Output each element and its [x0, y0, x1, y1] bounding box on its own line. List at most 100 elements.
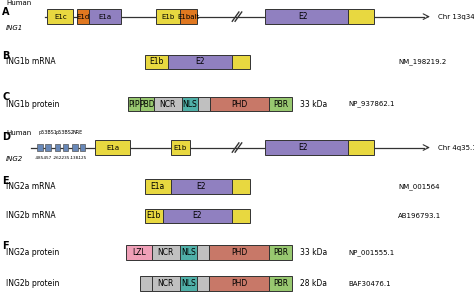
Bar	[180, 9, 197, 24]
Bar	[269, 97, 292, 111]
Bar	[171, 179, 232, 194]
Text: PHD: PHD	[231, 279, 247, 288]
Text: E1b: E1b	[162, 14, 175, 20]
Bar	[47, 9, 73, 24]
Bar	[145, 55, 168, 69]
Text: E: E	[2, 176, 9, 185]
Bar	[152, 276, 180, 291]
Bar	[63, 144, 68, 151]
Bar	[72, 144, 78, 151]
Text: E2: E2	[192, 211, 202, 221]
Text: p53BS1: p53BS1	[38, 130, 57, 135]
Bar	[37, 144, 43, 151]
Text: E2: E2	[299, 12, 308, 21]
Text: p53BS2: p53BS2	[55, 130, 74, 135]
Text: 28 kDa: 28 kDa	[300, 279, 327, 288]
Text: -457: -457	[43, 156, 53, 160]
Bar	[197, 276, 209, 291]
Bar	[89, 9, 121, 24]
Bar	[265, 140, 348, 155]
Bar	[348, 9, 374, 24]
Bar	[55, 144, 60, 151]
Text: NM_198219.2: NM_198219.2	[398, 59, 447, 65]
Text: E1b: E1b	[146, 211, 161, 221]
Bar	[45, 144, 51, 151]
Bar	[140, 97, 154, 111]
Bar	[197, 245, 209, 260]
Bar	[209, 245, 269, 260]
Text: PIP: PIP	[128, 99, 140, 109]
Text: PHD: PHD	[231, 248, 247, 257]
Text: 33 kDa: 33 kDa	[300, 248, 327, 257]
Bar	[145, 209, 163, 223]
Bar	[265, 9, 348, 24]
Text: A: A	[2, 7, 10, 17]
Text: NCR: NCR	[160, 99, 176, 109]
Text: C: C	[2, 92, 9, 102]
Text: NLS: NLS	[182, 99, 197, 109]
Bar	[171, 140, 190, 155]
Text: NP_001555.1: NP_001555.1	[348, 249, 395, 256]
Text: ING2b mRNA: ING2b mRNA	[6, 211, 56, 221]
Bar	[154, 97, 182, 111]
Bar	[180, 245, 197, 260]
Text: E1balt: E1balt	[177, 14, 200, 20]
Text: -125: -125	[78, 156, 87, 160]
Bar	[269, 276, 292, 291]
Bar	[163, 209, 232, 223]
Text: Human: Human	[6, 131, 31, 136]
Bar	[232, 209, 250, 223]
Bar	[269, 245, 292, 260]
Text: PBR: PBR	[273, 248, 288, 257]
Text: AB196793.1: AB196793.1	[398, 213, 441, 219]
Text: NCR: NCR	[158, 248, 174, 257]
Bar	[152, 245, 180, 260]
Text: PBD: PBD	[139, 99, 155, 109]
Bar	[180, 276, 197, 291]
Text: E1a: E1a	[106, 144, 119, 151]
Text: PBR: PBR	[273, 279, 288, 288]
Bar	[168, 55, 232, 69]
Text: BAF30476.1: BAF30476.1	[348, 281, 391, 287]
Text: E1b: E1b	[173, 144, 187, 151]
Text: E2: E2	[197, 182, 206, 191]
Text: NCR: NCR	[158, 279, 174, 288]
Text: ING1b mRNA: ING1b mRNA	[6, 57, 56, 67]
Text: NP_937862.1: NP_937862.1	[348, 101, 395, 107]
Text: E1c: E1c	[54, 14, 67, 20]
Text: ING2a protein: ING2a protein	[6, 248, 59, 257]
Bar	[145, 179, 171, 194]
Text: NRE: NRE	[73, 130, 83, 135]
Text: NLS: NLS	[181, 279, 196, 288]
Bar	[126, 245, 152, 260]
Text: F: F	[2, 241, 9, 251]
Bar	[209, 276, 269, 291]
Text: ING1b protein: ING1b protein	[6, 99, 60, 109]
Bar	[80, 144, 85, 151]
Bar	[232, 55, 250, 69]
Text: NM_001564: NM_001564	[398, 183, 440, 190]
Text: Human: Human	[6, 0, 31, 6]
Bar	[156, 9, 180, 24]
Text: -262: -262	[53, 156, 62, 160]
Text: E2: E2	[299, 143, 308, 152]
Text: B: B	[2, 51, 10, 61]
Bar	[232, 179, 250, 194]
Text: -235: -235	[61, 156, 70, 160]
Bar	[210, 97, 269, 111]
Bar	[95, 140, 130, 155]
Text: PBR: PBR	[273, 99, 288, 109]
Text: E2: E2	[195, 57, 205, 67]
Text: ING2b protein: ING2b protein	[6, 279, 60, 288]
Text: E1d: E1d	[77, 14, 90, 20]
Text: ING2a mRNA: ING2a mRNA	[6, 182, 55, 191]
Bar	[77, 9, 89, 24]
Bar	[128, 97, 140, 111]
Text: NLS: NLS	[181, 248, 196, 257]
Text: E1b: E1b	[149, 57, 164, 67]
Bar	[182, 97, 198, 111]
Text: Chr 4q35.1: Chr 4q35.1	[438, 144, 474, 151]
Text: LZL: LZL	[132, 248, 146, 257]
Bar	[348, 140, 374, 155]
Text: E1a: E1a	[99, 14, 112, 20]
